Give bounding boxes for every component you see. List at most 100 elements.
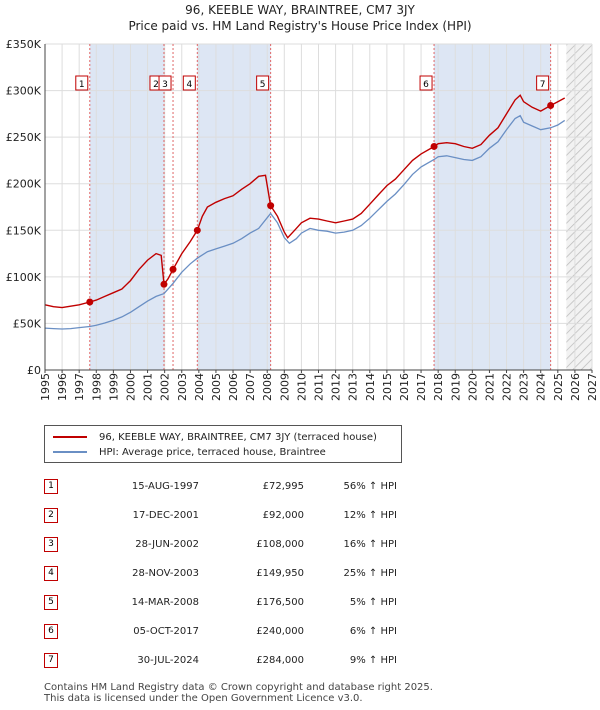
sale-price: £284,000 (256, 655, 304, 666)
sale-label-box (75, 75, 89, 91)
sale-label-box (536, 75, 550, 91)
x-tick-label: 2018 (432, 373, 445, 401)
sale-hpi-delta: 6% ↑ HPI (349, 626, 397, 637)
sale-date: 30-JUL-2024 (137, 655, 199, 666)
x-tick-label: 2012 (330, 373, 343, 401)
x-tick-label: 2015 (381, 373, 394, 401)
legend-swatch-hpi (53, 451, 87, 453)
legend-item-price: 96, KEEBLE WAY, BRAINTREE, CM7 3JY (terr… (53, 430, 377, 444)
sale-label-box (256, 75, 270, 91)
sale-hpi-delta: 12% ↑ HPI (343, 510, 397, 521)
sale-hpi-delta: 16% ↑ HPI (343, 539, 397, 550)
table-row: 1 15-AUG-1997 £72,995 56% ↑ HPI (44, 472, 397, 501)
table-row: 5 14-MAR-2008 £176,500 5% ↑ HPI (44, 588, 397, 617)
chart-title: 96, KEEBLE WAY, BRAINTREE, CM7 3JY (185, 3, 415, 17)
sale-label-number: 1 (79, 80, 85, 90)
chart-subtitle: Price paid vs. HM Land Registry's House … (128, 19, 472, 33)
y-tick-label: £250K (6, 131, 42, 144)
sale-price: £176,500 (256, 597, 304, 608)
sale-point (430, 142, 438, 150)
legend-swatch-price (53, 436, 87, 438)
x-tick-label: 2017 (415, 373, 428, 401)
y-tick-label: £300K (6, 85, 42, 98)
sale-label-box (182, 75, 196, 91)
y-tick-label: £350K (6, 38, 42, 51)
legend-label-price: 96, KEEBLE WAY, BRAINTREE, CM7 3JY (terr… (99, 431, 377, 443)
y-tick-label: £0 (27, 364, 41, 377)
legend-item-hpi: HPI: Average price, terraced house, Brai… (53, 445, 326, 459)
x-tick-label: 2003 (176, 373, 189, 401)
sale-number-badge: 6 (44, 624, 58, 639)
sale-label-number: 6 (423, 80, 429, 90)
sale-date: 14-MAR-2008 (131, 597, 199, 608)
table-row: 6 05-OCT-2017 £240,000 6% ↑ HPI (44, 617, 397, 646)
sale-price: £92,000 (262, 510, 304, 521)
x-tick-label: 2022 (501, 373, 514, 401)
sales-table: 1 15-AUG-1997 £72,995 56% ↑ HPI 2 17-DEC-2001… (44, 472, 397, 675)
sale-number-cell: 2 (44, 501, 84, 530)
sale-hpi-delta: 5% ↑ HPI (349, 597, 397, 608)
sale-point (193, 226, 201, 234)
sale-date: 05-OCT-2017 (133, 626, 199, 637)
table-row: 4 28-NOV-2003 £149,950 25% ↑ HPI (44, 559, 397, 588)
sale-point (267, 202, 275, 210)
x-tick-label: 2006 (227, 373, 240, 401)
x-tick-label: 2024 (535, 373, 548, 401)
sale-label-box (158, 75, 172, 91)
table-row: 7 30-JUL-2024 £284,000 9% ↑ HPI (44, 646, 397, 675)
legend-label-hpi: HPI: Average price, terraced house, Brai… (99, 446, 326, 458)
price-series-line (44, 94, 566, 309)
x-tick-label: 2001 (142, 373, 155, 401)
x-tick-label: 2021 (483, 373, 496, 401)
x-tick-label: 2026 (569, 373, 582, 401)
sale-hpi-delta: 56% ↑ HPI (343, 481, 397, 492)
sale-number-badge: 5 (44, 595, 58, 610)
x-tick-label: 2010 (295, 373, 308, 401)
sale-point (160, 280, 168, 288)
x-tick-label: 2011 (313, 373, 326, 401)
x-tick-label: 1998 (90, 373, 103, 401)
sale-number-cell: 1 (44, 472, 84, 501)
y-tick-label: £200K (6, 178, 42, 191)
x-tick-label: 2027 (586, 373, 599, 401)
sale-number-cell: 6 (44, 617, 84, 646)
sale-number-cell: 4 (44, 559, 84, 588)
sale-number-badge: 3 (44, 537, 58, 552)
sale-label-number: 7 (540, 80, 546, 90)
x-tick-label: 1997 (73, 373, 86, 401)
x-tick-label: 2016 (398, 373, 411, 401)
sale-price: £108,000 (256, 539, 304, 550)
x-tick-label: 2009 (278, 373, 291, 401)
sale-point (86, 298, 94, 306)
x-tick-label: 2020 (466, 373, 479, 401)
sale-hpi-delta: 9% ↑ HPI (349, 655, 397, 666)
ownership-band (89, 44, 164, 370)
price-chart: 1 2 3 4 5 6 7£0£50K£100K£150K£200K£250K£300K£3… (6, 38, 599, 401)
x-tick-label: 1995 (39, 373, 52, 401)
x-tick-label: 2002 (159, 373, 172, 401)
chart-legend: 96, KEEBLE WAY, BRAINTREE, CM7 3JY (terr… (44, 425, 402, 463)
footer-copyright: Contains HM Land Registry data © Crown c… (44, 682, 433, 693)
x-tick-label: 2000 (124, 373, 137, 401)
x-tick-label: 1999 (107, 373, 120, 401)
sale-label-number: 3 (162, 80, 168, 90)
sale-number-badge: 1 (44, 479, 58, 494)
forecast-area (566, 44, 592, 370)
footer: Contains HM Land Registry data © Crown c… (44, 682, 433, 704)
x-tick-label: 2013 (347, 373, 360, 401)
y-tick-label: £50K (13, 317, 42, 330)
sale-date: 17-DEC-2001 (132, 510, 199, 521)
x-tick-label: 2005 (210, 373, 223, 401)
sale-point (169, 265, 177, 273)
hpi-series-line (44, 114, 566, 330)
sale-number-cell: 3 (44, 530, 84, 559)
sale-number-badge: 7 (44, 653, 58, 668)
sale-number-badge: 2 (44, 508, 58, 523)
ownership-band (434, 44, 551, 370)
x-tick-label: 2025 (552, 373, 565, 401)
y-tick-label: £100K (6, 271, 42, 284)
sale-price: £240,000 (256, 626, 304, 637)
sale-number-cell: 7 (44, 646, 84, 675)
x-tick-label: 2019 (449, 373, 462, 401)
ownership-band (197, 44, 271, 370)
